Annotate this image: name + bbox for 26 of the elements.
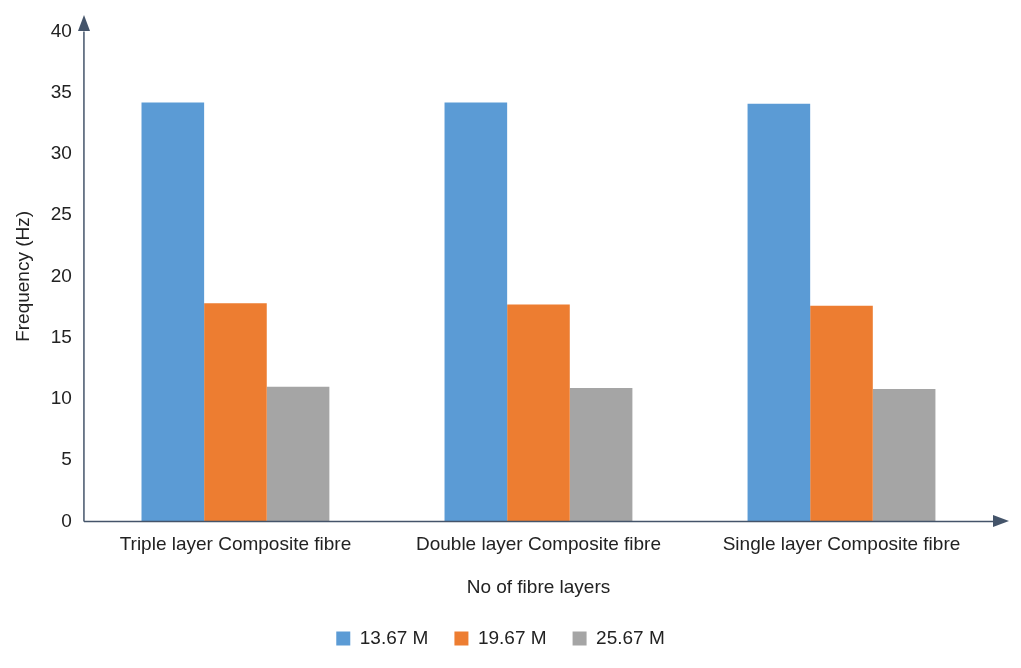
bar bbox=[810, 305, 873, 522]
legend-label: 13.67 M bbox=[359, 626, 429, 648]
bar bbox=[266, 386, 330, 522]
y-tick-label: 40 bbox=[50, 19, 72, 41]
bar bbox=[141, 102, 205, 522]
legend-label: 25.67 M bbox=[596, 626, 665, 648]
x-axis-title: No of fibre layers bbox=[466, 575, 611, 597]
bar bbox=[569, 387, 633, 522]
y-tick-label: 35 bbox=[50, 80, 72, 102]
y-tick-label: 15 bbox=[50, 325, 72, 347]
y-tick-label: 20 bbox=[50, 264, 72, 286]
x-tick-label: Single layer Composite fibre bbox=[722, 533, 961, 555]
bar bbox=[872, 389, 936, 522]
y-tick-label: 30 bbox=[50, 142, 72, 164]
x-tick-label: Double layer Composite fibre bbox=[415, 533, 661, 555]
y-axis-title: Frequency (Hz) bbox=[11, 210, 33, 342]
bar bbox=[444, 102, 508, 522]
y-tick-label: 10 bbox=[50, 387, 72, 409]
y-tick-label: 5 bbox=[61, 448, 72, 470]
legend-label: 19.67 M bbox=[477, 626, 547, 648]
bar bbox=[204, 303, 267, 522]
y-tick-label: 0 bbox=[61, 509, 72, 531]
x-tick-label: Triple layer Composite fibre bbox=[119, 533, 352, 555]
y-tick-label: 25 bbox=[50, 203, 72, 225]
bar bbox=[507, 304, 570, 522]
bar bbox=[747, 103, 811, 522]
